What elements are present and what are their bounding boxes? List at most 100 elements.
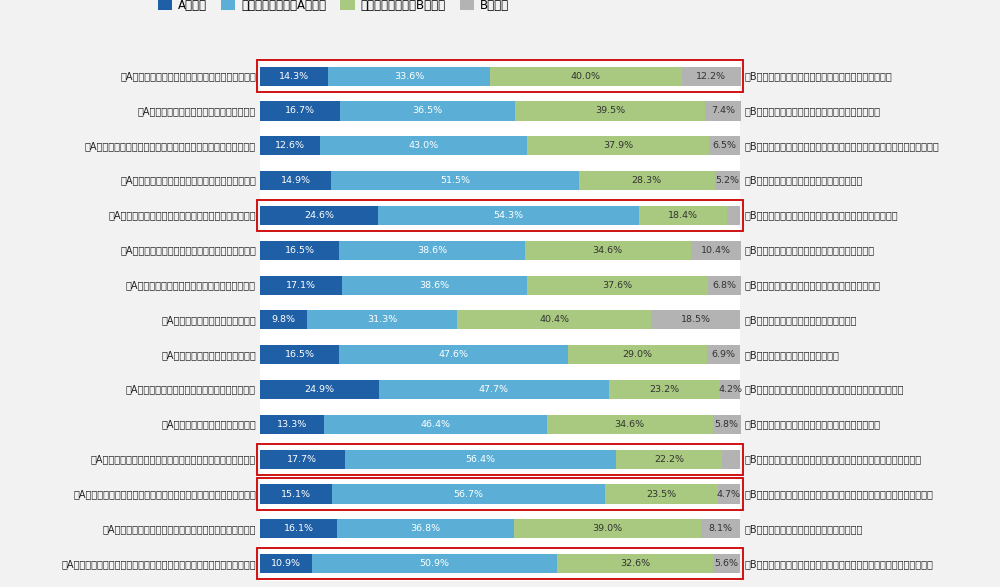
Text: 7.4%: 7.4%	[711, 106, 735, 116]
Bar	[324, 415, 547, 434]
Bar	[339, 345, 568, 365]
Bar	[527, 136, 709, 156]
Text: 【B】しなくても良い（ムダな）経験もあると考えるほうだ: 【B】しなくても良い（ムダな）経験もあると考えるほうだ	[744, 384, 904, 394]
Bar	[339, 241, 524, 260]
Bar	[260, 206, 378, 225]
Bar	[616, 450, 722, 469]
Bar	[707, 345, 740, 365]
Text: 12.6%: 12.6%	[275, 141, 305, 150]
Bar	[524, 241, 691, 260]
Bar	[257, 60, 743, 92]
Bar	[639, 206, 727, 225]
Text: 【A】人は本来、仕事を楽しみ、責任を受け入れ自ら考え動く存在だ: 【A】人は本来、仕事を楽しみ、責任を受け入れ自ら考え動く存在だ	[73, 489, 256, 499]
Bar	[260, 380, 379, 399]
Text: 【B】後方からメンバーを支援し、活躍させたいほうだ: 【B】後方からメンバーを支援し、活躍させたいほうだ	[744, 71, 892, 81]
Text: 37.9%: 37.9%	[603, 141, 633, 150]
Text: 【A】まず計画を立ててから行動するほうだ: 【A】まず計画を立ててから行動するほうだ	[138, 106, 256, 116]
Text: 4.2%: 4.2%	[718, 385, 742, 394]
Text: 51.5%: 51.5%	[440, 176, 470, 185]
Bar	[722, 450, 740, 469]
Bar	[257, 444, 743, 475]
Text: 16.7%: 16.7%	[285, 106, 315, 116]
Text: 47.6%: 47.6%	[438, 350, 468, 359]
Text: 【A】個人の成果は、チーム全体の成果として連動して評価されるべきだ: 【A】個人の成果は、チーム全体の成果として連動して評価されるべきだ	[61, 559, 256, 569]
Bar	[378, 206, 639, 225]
Text: 6.9%: 6.9%	[712, 350, 736, 359]
Text: 【B】人は本来、仕事が嫌いで、強制・命令しなければ動かない存在だ: 【B】人は本来、仕事が嫌いで、強制・命令しなければ動かない存在だ	[744, 489, 933, 499]
Text: 47.7%: 47.7%	[479, 385, 509, 394]
Text: 【A】仕事においては結果が重要だ: 【A】仕事においては結果が重要だ	[161, 419, 256, 430]
Text: 38.6%: 38.6%	[420, 281, 450, 289]
Text: 17.1%: 17.1%	[286, 281, 316, 289]
Bar	[557, 554, 713, 573]
Bar	[718, 484, 740, 504]
Bar	[260, 345, 339, 365]
Text: 【A】将来から逆算して仕事を組み立てるほうだ: 【A】将来から逆算して仕事を組み立てるほうだ	[126, 280, 256, 290]
Text: 4.7%: 4.7%	[717, 490, 741, 498]
Bar	[260, 554, 312, 573]
Text: 56.4%: 56.4%	[465, 455, 495, 464]
Text: 5.6%: 5.6%	[715, 559, 739, 568]
Text: 28.3%: 28.3%	[632, 176, 662, 185]
Text: 【A】公式の権限や組織のルールに基づいて部下を動かすほうだ: 【A】公式の権限や組織のルールに基づいて部下を動かすほうだ	[85, 141, 256, 151]
Bar	[260, 311, 307, 329]
Bar	[260, 66, 328, 86]
Text: 6.8%: 6.8%	[712, 281, 736, 289]
Bar	[257, 200, 743, 231]
Text: 39.5%: 39.5%	[595, 106, 625, 116]
Bar	[701, 519, 740, 538]
Text: 【A】人の能力や資質は、努力次第で必ず伸ばすことができる: 【A】人の能力や資質は、努力次第で必ず伸ばすことができる	[91, 454, 256, 464]
Text: 【B】仕事内容や進め方は自分で決めたいほうだ: 【B】仕事内容や進め方は自分で決めたいほうだ	[744, 245, 874, 255]
Text: 14.3%: 14.3%	[279, 72, 309, 80]
Bar	[260, 275, 342, 295]
Bar	[260, 519, 337, 538]
Bar	[708, 275, 741, 295]
Text: 【B】個人の成果は、チーム全体の成果とは区別して評価されるべきだ: 【B】個人の成果は、チーム全体の成果とは区別して評価されるべきだ	[744, 559, 933, 569]
Text: 22.2%: 22.2%	[654, 455, 684, 464]
Text: 16.1%: 16.1%	[283, 524, 313, 534]
Bar	[260, 59, 740, 581]
Bar	[337, 519, 514, 538]
Text: 【A】自ら先頭に立ってメンバーを率いたいほうだ: 【A】自ら先頭に立ってメンバーを率いたいほうだ	[120, 71, 256, 81]
Text: 【B】効果的・効率的な勤務の設計が重要だ: 【B】効果的・効率的な勤務の設計が重要だ	[744, 176, 862, 185]
Text: 6.5%: 6.5%	[713, 141, 737, 150]
Text: 37.6%: 37.6%	[603, 281, 633, 289]
Bar	[691, 241, 741, 260]
Text: 【B】仕事においては結果に至るプロセスが重要だ: 【B】仕事においては結果に至るプロセスが重要だ	[744, 419, 880, 430]
Bar	[260, 241, 339, 260]
Bar	[312, 554, 557, 573]
Text: 40.0%: 40.0%	[571, 72, 601, 80]
Bar	[307, 311, 457, 329]
Text: 【A】部下の心情に配慮したマネジメントが重要だ: 【A】部下の心情に配慮したマネジメントが重要だ	[120, 176, 256, 185]
Bar	[260, 136, 320, 156]
Bar	[727, 206, 740, 225]
Text: 18.4%: 18.4%	[668, 211, 698, 220]
Text: 32.6%: 32.6%	[620, 559, 650, 568]
Text: 16.5%: 16.5%	[284, 350, 314, 359]
Text: 39.0%: 39.0%	[593, 524, 623, 534]
Bar	[260, 102, 340, 120]
Text: 40.4%: 40.4%	[539, 315, 569, 325]
Text: 14.9%: 14.9%	[281, 176, 311, 185]
Bar	[320, 136, 527, 156]
Bar	[331, 171, 579, 190]
Text: 【B】悲観的に物事を考えるほうだ: 【B】悲観的に物事を考えるほうだ	[744, 350, 839, 360]
Text: 34.6%: 34.6%	[615, 420, 645, 429]
Text: 15.1%: 15.1%	[281, 490, 311, 498]
Legend: Aに近い, どちらかといえばAに近い, どちらかといえばBに近い, Bに近い: Aに近い, どちらかといえばAに近い, どちらかといえばBに近い, Bに近い	[153, 0, 514, 16]
Text: 【B】人の能力や資質は、生まれ持ったもので変えることは難しい: 【B】人の能力や資質は、生まれ持ったもので変えることは難しい	[744, 454, 921, 464]
Bar	[345, 450, 616, 469]
Bar	[713, 554, 740, 573]
Text: 36.8%: 36.8%	[410, 524, 441, 534]
Bar	[527, 275, 708, 295]
Bar	[609, 380, 720, 399]
Bar	[260, 171, 331, 190]
Text: 【B】職場・チームとしての一体感が重要だ: 【B】職場・チームとしての一体感が重要だ	[744, 524, 862, 534]
Text: 18.5%: 18.5%	[681, 315, 711, 325]
Bar	[257, 478, 743, 510]
Text: 【B】行動しながら計画を軌道修正していくほうだ: 【B】行動しながら計画を軌道修正していくほうだ	[744, 106, 880, 116]
Text: 34.6%: 34.6%	[593, 246, 623, 255]
Text: 【A】部下を育てる上では、強みを伸ばすことが重要だ: 【A】部下を育てる上では、強みを伸ばすことが重要だ	[108, 210, 256, 221]
Bar	[342, 275, 527, 295]
Bar	[257, 548, 743, 579]
